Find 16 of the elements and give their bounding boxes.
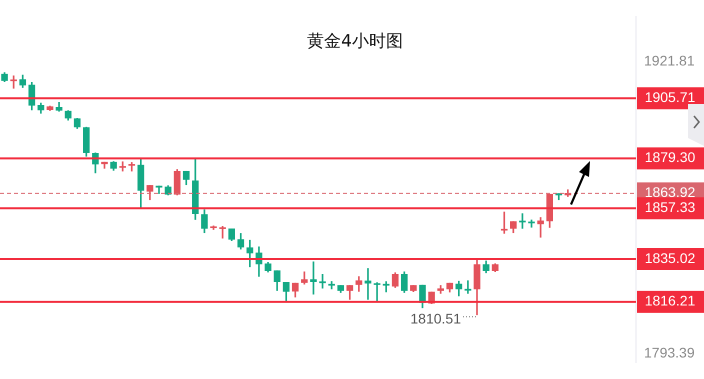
ref-line-label: 1879.30 <box>644 149 696 166</box>
candlestick <box>528 220 535 228</box>
candlestick <box>374 282 380 302</box>
text: 黄金4小时图 <box>307 31 403 52</box>
candlestick <box>364 268 372 300</box>
candlestick <box>519 213 526 229</box>
ref-line-label: 1816.21 <box>644 292 696 309</box>
candlestick <box>310 262 317 294</box>
ref-line-label: 1835.02 <box>644 250 696 266</box>
ref-line-label: 1905.71 <box>644 89 696 106</box>
ref-line-label: 1857.33 <box>644 199 696 216</box>
y-tick-label: 1921.81 <box>644 52 695 68</box>
ref-line-label: 1863.92 <box>644 184 696 200</box>
candlestick <box>319 274 326 289</box>
y-tick-label: 1793.39 <box>644 344 695 361</box>
annotation: 1810.51 <box>410 310 462 327</box>
